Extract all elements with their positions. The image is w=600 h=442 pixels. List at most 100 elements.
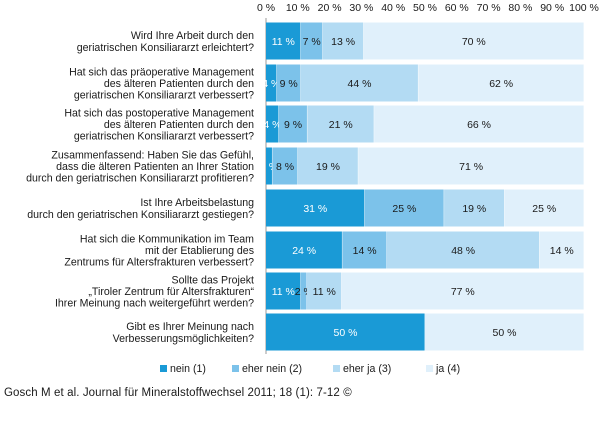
x-tick-label: 70 % [477, 2, 501, 14]
bar-segment [266, 231, 343, 269]
bar-segment [444, 189, 505, 227]
data-label: 77 % [451, 286, 475, 298]
x-tick-label: 100 % [569, 2, 599, 14]
bar-segment [266, 313, 425, 351]
category-label: dass die älteren Patienten an Ihrer Stat… [56, 161, 254, 173]
bar-segment [266, 272, 301, 310]
data-label: 8 % [276, 161, 294, 173]
bar-segment [358, 147, 584, 185]
data-label: 9 % [284, 119, 302, 131]
category-label: Zentrums für Altersfrakturen verbessert? [64, 257, 254, 269]
data-label: 19 % [462, 203, 486, 215]
category-label: mit der Etablierung des [145, 245, 254, 257]
data-label: 14 % [550, 245, 574, 257]
data-label: 11 % [272, 36, 295, 48]
category-label: Gibt es Ihrer Meinung nach [126, 321, 254, 333]
data-label: 50 % [334, 327, 358, 339]
bar-segment [272, 147, 298, 185]
bar-segment [276, 64, 301, 102]
bar-segment [341, 272, 584, 310]
legend-label: eher nein (2) [242, 363, 302, 375]
x-tick-label: 50 % [413, 2, 437, 14]
data-label: 44 % [348, 78, 372, 90]
category-label: geriatrischen Konsiliararzt erleichtert? [77, 42, 254, 54]
x-tick-label: 10 % [286, 2, 310, 14]
bar-segment [386, 231, 540, 269]
category-label: geriatrischen Konsiliararzt verbessert? [74, 131, 254, 143]
data-label: 25 % [532, 203, 556, 215]
citation: Gosch M et al. Journal für Mineralstoffw… [4, 387, 352, 399]
category-label: Ihrer Meinung nach weitergeführt werden? [55, 298, 254, 310]
legend-swatch [232, 365, 239, 372]
data-label: 11 % [313, 286, 336, 298]
bar-segment [278, 105, 308, 143]
data-label: 70 % [462, 36, 486, 48]
bar-segment [266, 189, 365, 227]
legend-swatch [426, 365, 433, 372]
category-label: Hat sich das präoperative Management [69, 66, 254, 78]
category-label: Sollte das Projekt [172, 274, 254, 286]
bar-segment [300, 64, 419, 102]
bar-segment [342, 231, 387, 269]
legend-swatch [333, 365, 340, 372]
bar-segment [374, 105, 584, 143]
data-label: 4 % [262, 78, 280, 90]
x-tick-label: 0 % [257, 2, 275, 14]
x-tick-label: 80 % [508, 2, 532, 14]
stacked-bar-chart: 0 % 10 % 20 % 30 % 40 % 50 % 60 % 70 % 80 % 90 % 1… [26, 2, 599, 375]
legend-label: nein (1) [170, 363, 206, 375]
data-label: 48 % [451, 245, 475, 257]
legend-label: ja (4) [435, 363, 460, 375]
bar-segment [266, 64, 277, 102]
legend-label: eher ja (3) [343, 363, 391, 375]
bar-segment [539, 231, 584, 269]
data-label: 14 % [353, 245, 377, 257]
data-label: 62 % [489, 78, 513, 90]
category-label: des älteren Patienten durch den [104, 119, 254, 131]
data-label: 9 % [280, 78, 298, 90]
data-label: 11 % [272, 286, 295, 298]
category-label: Hat sich das postoperative Management [64, 107, 254, 119]
category-label: „Tiroler Zentrum für Altersfrakturen“ [88, 286, 254, 298]
category-label: Hat sich die Kommunikation im Team [80, 233, 254, 245]
bar-segment [266, 105, 279, 143]
bar-segment [322, 22, 364, 60]
data-label: 19 % [316, 161, 340, 173]
bar-segment [306, 272, 342, 310]
x-tick-label: 20 % [318, 2, 342, 14]
bar-segment [300, 22, 323, 60]
data-label: 7 % [303, 36, 321, 48]
data-label: 13 % [331, 36, 355, 48]
data-label: 4 % [263, 119, 281, 131]
data-label: 24 % [292, 245, 316, 257]
bar-segment [266, 22, 301, 60]
category-label: geriatrischen Konsiliararzt verbessert? [74, 90, 254, 102]
bar-segment [363, 22, 584, 60]
data-label: 50 % [493, 327, 517, 339]
category-label: Zusammenfassend: Haben Sie das Gefühl, [51, 149, 254, 161]
data-label: 31 % [303, 203, 327, 215]
x-tick-label: 90 % [540, 2, 564, 14]
category-label: durch den geriatrischen Konsiliararzt ge… [27, 209, 254, 221]
bar-segment [307, 105, 375, 143]
bar-segment [364, 189, 445, 227]
data-label: 66 % [467, 119, 491, 131]
data-label: 21 % [329, 119, 353, 131]
data-label: 71 % [459, 161, 483, 173]
legend-swatch [160, 365, 167, 372]
category-label: Ist Ihre Arbeitsbelastung [140, 197, 254, 209]
bar-segment [504, 189, 584, 227]
category-label: durch den geriatrischen Konsiliararzt pr… [26, 173, 254, 185]
bar-segment [425, 313, 584, 351]
x-tick-label: 40 % [381, 2, 405, 14]
x-tick-label: 60 % [445, 2, 469, 14]
bar-segment [418, 64, 584, 102]
category-label: Wird Ihre Arbeit durch den [131, 30, 254, 42]
category-label: Verbesserungsmöglichkeiten? [113, 333, 254, 345]
bar-segment [297, 147, 359, 185]
bar-segment [300, 272, 307, 310]
data-label: 25 % [392, 203, 416, 215]
x-tick-label: 30 % [349, 2, 373, 14]
category-label: des älteren Patienten durch den [104, 78, 254, 90]
bar-segment [266, 147, 273, 185]
